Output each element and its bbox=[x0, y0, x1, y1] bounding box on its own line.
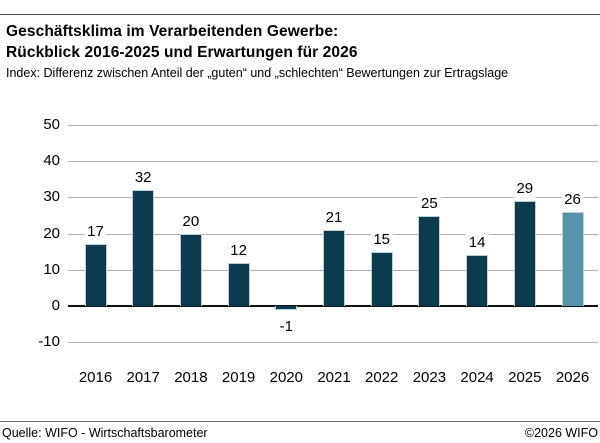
bar-value-label: 15 bbox=[370, 230, 394, 249]
x-tick-label: 2019 bbox=[221, 369, 256, 386]
bar-2016 bbox=[84, 244, 107, 306]
y-tick-label: 10 bbox=[43, 260, 60, 278]
x-tick-label: 2022 bbox=[365, 369, 399, 386]
bar-value-label: 21 bbox=[322, 208, 346, 227]
x-tick-label: 2026 bbox=[555, 369, 590, 386]
bar-2025 bbox=[513, 201, 536, 306]
gridline bbox=[68, 161, 598, 163]
copyright-note: ©2026 WIFO bbox=[524, 426, 598, 440]
bar-value-label: 14 bbox=[465, 234, 489, 253]
bar-2024 bbox=[466, 255, 489, 306]
top-divider bbox=[0, 14, 600, 15]
bar-value-label: 20 bbox=[179, 212, 203, 231]
x-tick-label: 2016 bbox=[78, 369, 113, 386]
x-tick-label: 2024 bbox=[460, 369, 494, 386]
bar-value-label: -1 bbox=[276, 317, 296, 336]
bar-2018 bbox=[179, 233, 202, 306]
bar-2017 bbox=[132, 190, 155, 306]
bar-2022 bbox=[370, 251, 393, 306]
bar-2020 bbox=[275, 306, 298, 310]
bar-2023 bbox=[418, 215, 441, 306]
x-tick-label: 2023 bbox=[412, 369, 447, 386]
y-tick-label: -10 bbox=[38, 333, 60, 351]
chart-header: Geschäftsklima im Verarbeitenden Gewerbe… bbox=[6, 21, 594, 81]
footer-divider bbox=[0, 421, 600, 422]
bar-2019 bbox=[227, 262, 250, 306]
source-note: Quelle: WIFO - Wirtschaftsbarometer bbox=[2, 426, 208, 440]
y-tick-label: 0 bbox=[51, 297, 60, 314]
y-tick-label: 20 bbox=[43, 224, 60, 242]
bar-2026 bbox=[561, 211, 584, 306]
y-tick-label: 30 bbox=[43, 188, 60, 206]
x-tick-label: 2018 bbox=[174, 369, 208, 386]
y-tick-label: 50 bbox=[43, 116, 60, 133]
bar-value-label: 26 bbox=[561, 190, 584, 209]
gridline bbox=[68, 197, 598, 199]
bar-value-label: 25 bbox=[418, 194, 441, 213]
zero-axis-line bbox=[68, 305, 598, 307]
bar-value-label: 17 bbox=[84, 223, 107, 242]
x-tick-label: 2017 bbox=[126, 369, 160, 386]
chart-title: Geschäftsklima im Verarbeitenden Gewerbe… bbox=[6, 21, 594, 63]
chart-footer: Quelle: WIFO - Wirtschaftsbarometer ©202… bbox=[2, 426, 598, 441]
chart-title-line1: Geschäftsklima im Verarbeitenden Gewerbe… bbox=[6, 23, 339, 40]
bar-value-label: 29 bbox=[513, 180, 537, 199]
gridline bbox=[68, 125, 598, 126]
bar-2021 bbox=[323, 229, 345, 306]
chart-subtitle: Index: Differenz zwischen Anteil der „gu… bbox=[6, 66, 509, 80]
bar-value-label: 12 bbox=[227, 241, 250, 260]
x-tick-label: 2021 bbox=[317, 369, 351, 386]
x-tick-label: 2025 bbox=[508, 369, 542, 386]
x-tick-label: 2020 bbox=[269, 369, 303, 386]
gridline bbox=[68, 342, 598, 344]
y-tick-label: 40 bbox=[43, 152, 60, 170]
bar-value-label: 32 bbox=[131, 169, 155, 188]
chart-title-line2: Rückblick 2016-2025 und Erwartungen für … bbox=[6, 44, 358, 61]
